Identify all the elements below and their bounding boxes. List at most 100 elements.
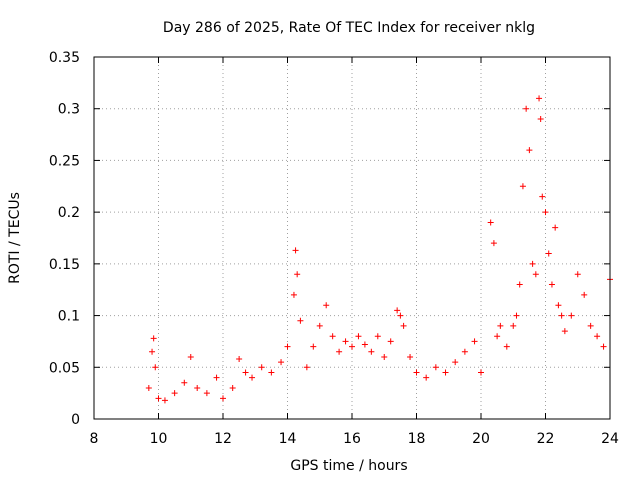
data-point [171, 390, 178, 397]
x-tick-label: 16 [343, 431, 361, 447]
data-point [329, 333, 336, 340]
data-point [187, 353, 194, 360]
data-point [150, 335, 157, 342]
data-point [381, 353, 388, 360]
data-point [536, 95, 543, 102]
data-point [181, 379, 188, 386]
data-point [461, 348, 468, 355]
x-tick-label: 18 [408, 431, 426, 447]
data-point [542, 209, 549, 216]
data-point [394, 307, 401, 314]
chart-title: Day 286 of 2025, Rate Of TEC Index for r… [163, 20, 535, 36]
data-point [574, 271, 581, 278]
data-point [400, 322, 407, 329]
y-tick-label: 0.2 [58, 205, 80, 221]
data-point [203, 390, 210, 397]
data-point [242, 369, 249, 376]
data-point [600, 343, 607, 350]
x-tick-label: 10 [150, 431, 168, 447]
data-point [236, 356, 243, 363]
data-point [452, 359, 459, 366]
data-point [284, 343, 291, 350]
data-point [442, 369, 449, 376]
grid-lines [94, 57, 610, 419]
data-point [397, 312, 404, 319]
data-point [581, 291, 588, 298]
data-point [503, 343, 510, 350]
data-point [532, 271, 539, 278]
x-tick-label: 24 [601, 431, 619, 447]
data-point [268, 369, 275, 376]
data-point [161, 397, 168, 404]
data-point [539, 193, 546, 200]
data-point [258, 364, 265, 371]
data-point [336, 348, 343, 355]
data-point [555, 302, 562, 309]
data-point [510, 322, 517, 329]
x-tick-label: 22 [537, 431, 555, 447]
data-point [523, 105, 530, 112]
data-point [490, 240, 497, 247]
data-point [145, 384, 152, 391]
data-point [297, 317, 304, 324]
y-tick-label: 0.05 [49, 360, 80, 376]
data-point [487, 219, 494, 226]
data-point [213, 374, 220, 381]
y-axis-label: ROTI / TECUs [7, 192, 23, 284]
data-point [478, 369, 484, 376]
axis-ticks [93, 56, 611, 420]
data-point [355, 333, 362, 340]
data-point [526, 147, 533, 154]
data-point [413, 369, 420, 376]
data-point [342, 338, 349, 345]
data-point [220, 395, 226, 402]
y-tick-label: 0 [71, 412, 80, 428]
x-tick-labels: 8 10 12 14 16 18 20 22 24 [90, 431, 619, 447]
data-point [361, 341, 368, 348]
data-point [519, 183, 526, 190]
data-point [316, 322, 323, 329]
data-point [229, 384, 236, 391]
y-tick-label: 0.35 [49, 50, 80, 66]
data-point [323, 302, 330, 309]
x-tick-label: 14 [279, 431, 297, 447]
y-tick-label: 0.25 [49, 153, 80, 169]
data-point [568, 312, 575, 319]
data-point [471, 338, 478, 345]
data-point [292, 247, 299, 254]
data-point [552, 224, 559, 231]
data-point [423, 374, 430, 381]
data-point [587, 322, 594, 329]
data-point [294, 271, 301, 278]
data-point [561, 328, 568, 335]
data-point [432, 364, 439, 371]
y-tick-label: 0.3 [58, 102, 80, 118]
data-point [529, 260, 536, 267]
data-point [249, 374, 256, 381]
y-tick-label: 0.15 [49, 257, 80, 273]
data-point [194, 384, 201, 391]
y-tick-labels: 0 0.05 0.1 0.15 0.2 0.25 0.3 0.35 [49, 50, 80, 428]
data-point [513, 312, 520, 319]
data-point [310, 343, 317, 350]
data-point [155, 395, 162, 402]
data-point [537, 116, 544, 123]
x-axis-label: GPS time / hours [290, 458, 407, 474]
x-tick-label: 12 [214, 431, 232, 447]
data-point [497, 322, 504, 329]
data-point [516, 281, 523, 288]
data-points [145, 95, 613, 404]
data-point [152, 364, 159, 371]
data-point [374, 333, 381, 340]
x-tick-label: 20 [472, 431, 490, 447]
data-point [494, 333, 501, 340]
data-point [349, 343, 355, 350]
data-point [545, 250, 552, 257]
data-point [594, 333, 601, 340]
y-tick-label: 0.1 [58, 309, 80, 325]
data-point [149, 348, 156, 355]
data-point [368, 348, 375, 355]
data-point [387, 338, 394, 345]
data-point [303, 364, 310, 371]
